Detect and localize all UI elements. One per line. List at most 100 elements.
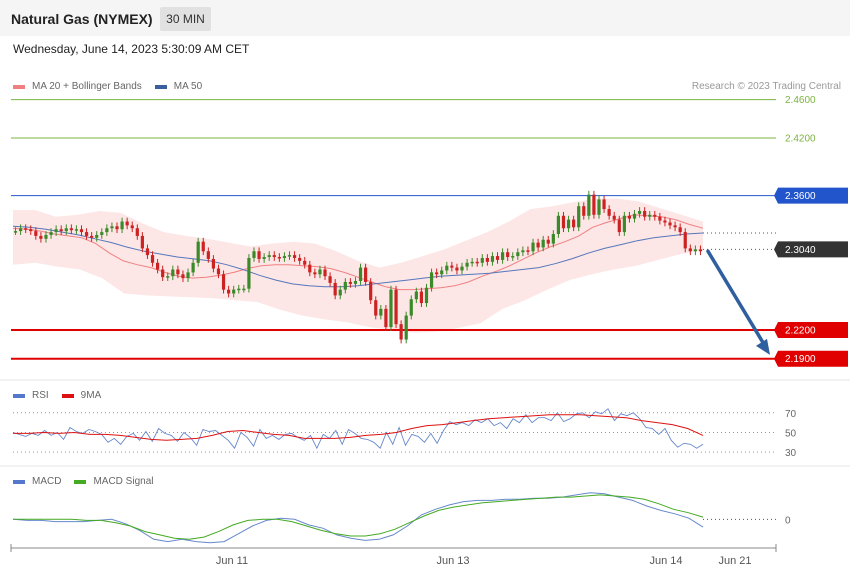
candle-body [227,289,231,294]
candle-body [34,231,38,236]
x-tick-label: Jun 13 [436,555,469,567]
candle-body [566,219,571,229]
candle-body [191,262,195,273]
rsi-line [12,408,704,450]
rsi-legend: RSI 9MA [13,390,114,401]
macd-line [12,492,704,544]
rsi-ma9-legend-label: 9MA [80,390,102,401]
header-bar: Natural Gas (NYMEX) 30 MIN [0,0,850,36]
candle-body [597,199,601,215]
candle-body [308,264,312,273]
candle-body [440,270,444,275]
candle-body [186,272,190,279]
candle-body [221,274,226,290]
candle-body [161,269,165,278]
candle-body [602,199,606,210]
candle-body [105,228,109,233]
candle-body [272,255,276,258]
candle-body [181,274,185,279]
macd-signal-legend-label: MACD Signal [93,476,154,487]
candle-body [303,260,307,265]
x-tick-label: Jun 21 [718,555,751,567]
rsi-level-label: 30 [785,448,797,459]
candle-body [287,255,292,257]
ma20-legend-label: MA 20 + Bollinger Bands [32,81,142,92]
candle-body [110,226,114,229]
candle-body [637,210,642,214]
candle-body [343,281,347,290]
timeframe-badge[interactable]: 30 MIN [160,7,211,31]
candle-body [648,214,652,217]
ma50-legend-label: MA 50 [173,81,203,92]
candle-body [546,239,550,244]
pivot-price-label: 2.3600 [785,191,816,202]
candle-body [500,252,505,260]
candle-body [150,255,155,263]
candle-body [84,232,89,236]
candle-body [551,234,555,244]
candle-body [95,234,99,238]
candle-body [668,222,672,226]
candle-body [348,281,352,284]
candle-body [49,232,53,235]
candle-body [617,219,621,233]
support-price-tag [774,321,848,338]
candle-body [282,256,287,258]
candle-body [414,291,418,300]
candle-body [313,272,317,275]
candle-body [196,241,200,263]
ma50-line [12,225,704,288]
candle-body [79,229,84,233]
candle-body [379,308,383,316]
candle-body [688,248,692,252]
candle-body [292,255,297,258]
rsi-level-label: 50 [785,428,797,439]
candle-body [643,210,647,217]
forecast-arrow-shaft [706,249,767,348]
candle-body [587,194,591,216]
candle-body [541,239,545,248]
candle-body [592,194,596,215]
candle-body [353,281,358,284]
macd-legend: MACD MACD Signal [13,476,166,487]
candle-body [338,289,342,296]
candle-body [140,235,144,249]
candle-body [358,267,363,282]
candle-body [632,213,637,219]
candle-body [658,216,662,221]
macd-zero-label: 0 [785,515,791,526]
candle-body [328,276,332,283]
candle-body [607,209,611,216]
candle-body [429,272,434,288]
candle-body [29,229,33,232]
candle-body [206,251,210,259]
chart-datetime: Wednesday, June 14, 2023 5:30:09 AM CET [13,42,250,56]
candle-body [64,228,68,232]
candle-body [374,300,378,316]
last_price-price-label: 2.3040 [785,245,816,256]
candle-body [125,221,129,226]
candle-body [90,235,94,238]
candle-body [683,232,687,249]
candle-body [155,262,160,270]
rsi-legend-label: RSI [32,390,49,401]
candle-body [232,289,236,294]
candle-body [653,214,657,217]
candle-body [211,258,216,269]
candle-body [13,231,18,233]
candle-body [536,242,540,248]
ma50-legend-swatch [154,84,167,89]
support-price-tag [774,350,848,367]
candle-body [257,251,261,259]
x-tick-label: Jun 11 [216,555,248,567]
candle-body [460,266,464,271]
candle-body [627,215,632,219]
candle-body [130,225,134,229]
candle-body [44,234,48,239]
candle-body [364,267,368,282]
candle-body [470,261,474,264]
candle-body [424,287,429,304]
candle-body [419,291,424,304]
candle-body [166,276,170,278]
